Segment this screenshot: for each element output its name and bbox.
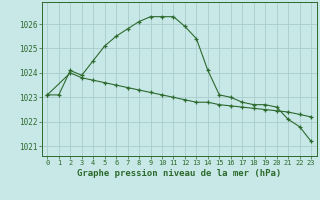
X-axis label: Graphe pression niveau de la mer (hPa): Graphe pression niveau de la mer (hPa) bbox=[77, 169, 281, 178]
